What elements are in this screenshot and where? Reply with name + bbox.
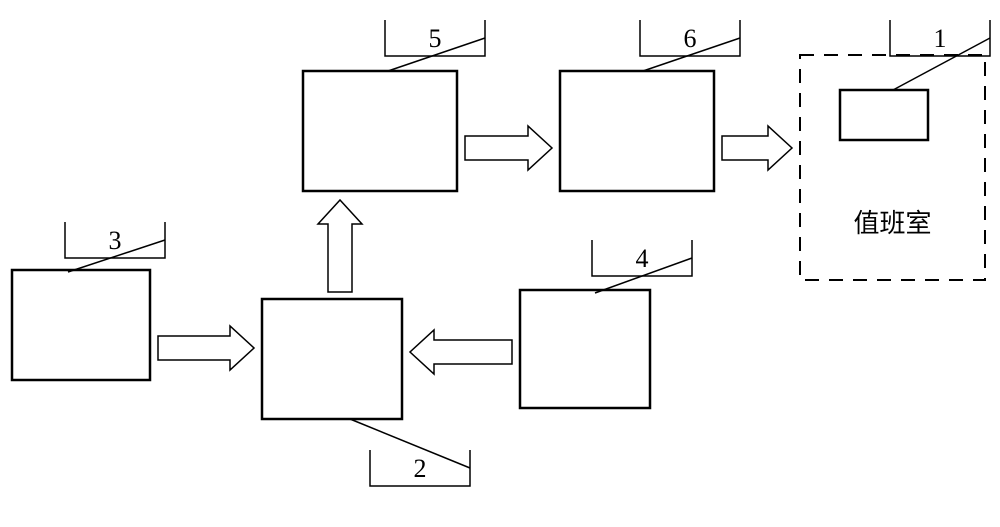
label-text-4: 4 xyxy=(636,244,649,273)
duty-room-label: 值班室 xyxy=(853,209,931,238)
label-text-3: 3 xyxy=(109,226,122,255)
label-text-2: 2 xyxy=(414,454,427,483)
label-text-1: 1 xyxy=(934,24,947,53)
label-text-5: 5 xyxy=(429,24,442,53)
label-text-6: 6 xyxy=(684,24,697,53)
